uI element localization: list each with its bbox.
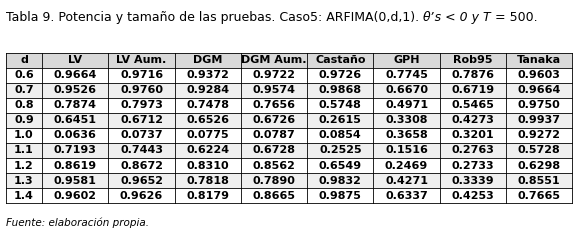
Text: 0.9760: 0.9760	[120, 85, 163, 95]
Text: θʼs < 0 y: θʼs < 0 y	[423, 11, 483, 24]
Text: 0.5748: 0.5748	[319, 100, 362, 110]
Text: 0.7745: 0.7745	[385, 70, 428, 80]
Text: 0.7665: 0.7665	[517, 191, 561, 201]
Text: 0.9868: 0.9868	[319, 85, 362, 95]
Text: 0.8: 0.8	[14, 100, 34, 110]
Text: DGM Aum.: DGM Aum.	[242, 55, 307, 65]
Text: 0.9664: 0.9664	[517, 85, 561, 95]
Text: 0.7193: 0.7193	[54, 146, 97, 155]
Text: 0.9875: 0.9875	[319, 191, 362, 201]
Text: 0.5465: 0.5465	[451, 100, 494, 110]
Text: 0.9284: 0.9284	[186, 85, 229, 95]
Text: 0.7656: 0.7656	[253, 100, 295, 110]
Text: 0.9372: 0.9372	[187, 70, 229, 80]
Text: 1.2: 1.2	[14, 161, 34, 170]
Text: 0.0787: 0.0787	[253, 130, 295, 140]
Text: 0.9722: 0.9722	[253, 70, 295, 80]
Text: LV Aum.: LV Aum.	[117, 55, 166, 65]
Text: 0.9581: 0.9581	[54, 176, 97, 185]
Text: 0.4253: 0.4253	[451, 191, 494, 201]
Text: 0.2763: 0.2763	[451, 146, 494, 155]
Text: 0.1516: 0.1516	[385, 146, 428, 155]
Text: 0.9602: 0.9602	[54, 191, 97, 201]
Text: Castaño: Castaño	[315, 55, 366, 65]
Text: 0.5728: 0.5728	[518, 146, 561, 155]
Text: 0.3339: 0.3339	[451, 176, 494, 185]
Text: 0.6712: 0.6712	[120, 115, 163, 125]
Text: 0.7: 0.7	[14, 85, 34, 95]
Text: 0.3658: 0.3658	[385, 130, 428, 140]
Text: 0.3201: 0.3201	[451, 130, 494, 140]
Text: 1.0: 1.0	[14, 130, 34, 140]
Text: 0.0854: 0.0854	[319, 130, 362, 140]
Text: 1.3: 1.3	[14, 176, 34, 185]
Text: 0.9: 0.9	[14, 115, 34, 125]
Text: 0.6298: 0.6298	[517, 161, 561, 170]
Text: LV: LV	[68, 55, 83, 65]
Text: d: d	[20, 55, 28, 65]
Text: 0.4271: 0.4271	[385, 176, 428, 185]
Text: 0.2733: 0.2733	[451, 161, 494, 170]
Text: 0.6224: 0.6224	[186, 146, 229, 155]
Text: 0.9937: 0.9937	[517, 115, 561, 125]
Text: 0.9664: 0.9664	[54, 70, 97, 80]
Text: 0.7478: 0.7478	[186, 100, 229, 110]
Text: 0.8551: 0.8551	[518, 176, 561, 185]
Text: T: T	[483, 11, 491, 24]
Text: 1.1: 1.1	[14, 146, 34, 155]
Text: Tabla 9. Potencia y tamaño de las pruebas. Caso5: ARFIMA(0,d,1).: Tabla 9. Potencia y tamaño de las prueba…	[6, 11, 423, 24]
Text: 0.8310: 0.8310	[187, 161, 229, 170]
Text: 0.7973: 0.7973	[120, 100, 163, 110]
Text: 0.7876: 0.7876	[451, 70, 494, 80]
Text: 0.9716: 0.9716	[120, 70, 163, 80]
Text: 0.9832: 0.9832	[319, 176, 362, 185]
Text: 0.6: 0.6	[14, 70, 34, 80]
Text: 0.0737: 0.0737	[120, 130, 163, 140]
Text: 0.6526: 0.6526	[186, 115, 229, 125]
Text: GPH: GPH	[394, 55, 420, 65]
Text: DGM: DGM	[193, 55, 223, 65]
Text: = 500.: = 500.	[491, 11, 537, 24]
Text: 0.6670: 0.6670	[385, 85, 428, 95]
Text: 0.9652: 0.9652	[120, 176, 163, 185]
Text: 0.8619: 0.8619	[54, 161, 97, 170]
Text: 0.6337: 0.6337	[385, 191, 428, 201]
Text: 0.7874: 0.7874	[54, 100, 97, 110]
Text: 0.9626: 0.9626	[120, 191, 163, 201]
Text: 0.3308: 0.3308	[386, 115, 428, 125]
Text: 0.8562: 0.8562	[253, 161, 295, 170]
Text: 0.6726: 0.6726	[253, 115, 296, 125]
Text: 0.9574: 0.9574	[253, 85, 295, 95]
Text: 0.6549: 0.6549	[319, 161, 362, 170]
Text: 0.8665: 0.8665	[253, 191, 295, 201]
Text: 0.7890: 0.7890	[253, 176, 295, 185]
Text: 0.4971: 0.4971	[385, 100, 428, 110]
Text: 1.4: 1.4	[14, 191, 34, 201]
Text: 0.9603: 0.9603	[518, 70, 561, 80]
Text: 0.6451: 0.6451	[54, 115, 97, 125]
Text: 0.4273: 0.4273	[451, 115, 494, 125]
Text: 0.0775: 0.0775	[187, 130, 229, 140]
Text: 0.8672: 0.8672	[120, 161, 163, 170]
Text: Rob95: Rob95	[453, 55, 492, 65]
Text: 0.2469: 0.2469	[385, 161, 428, 170]
Text: 0.2615: 0.2615	[319, 115, 362, 125]
Text: 0.0636: 0.0636	[54, 130, 97, 140]
Text: 0.9750: 0.9750	[518, 100, 561, 110]
Text: Fuente: elaboración propia.: Fuente: elaboración propia.	[6, 217, 149, 228]
Text: 0.9272: 0.9272	[517, 130, 561, 140]
Text: 0.2525: 0.2525	[319, 146, 362, 155]
Text: 0.7818: 0.7818	[187, 176, 229, 185]
Text: Tanaka: Tanaka	[517, 55, 561, 65]
Text: 0.9726: 0.9726	[319, 70, 362, 80]
Text: 0.7443: 0.7443	[120, 146, 163, 155]
Text: 0.6719: 0.6719	[451, 85, 494, 95]
Text: 0.8179: 0.8179	[186, 191, 229, 201]
Text: 0.9526: 0.9526	[54, 85, 97, 95]
Text: 0.6728: 0.6728	[253, 146, 295, 155]
